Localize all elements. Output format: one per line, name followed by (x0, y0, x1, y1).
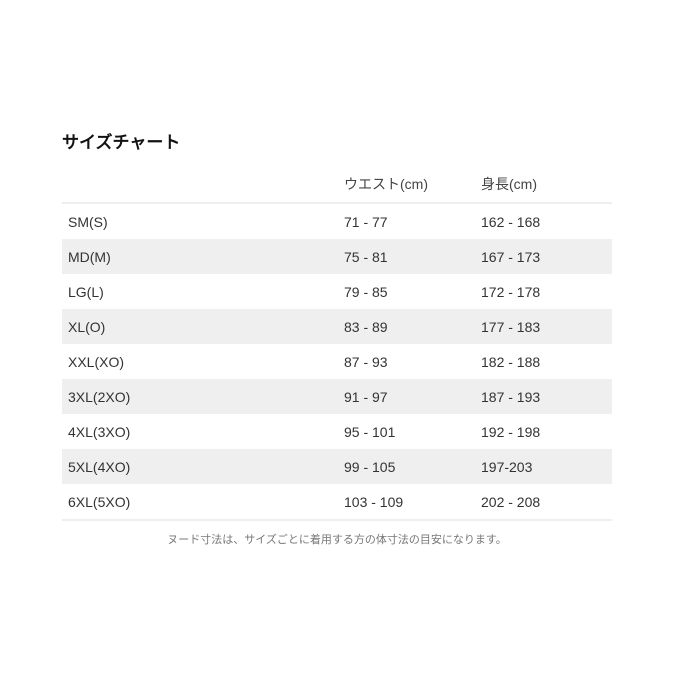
height-cell: 182 - 188 (481, 353, 541, 370)
height-cell: 202 - 208 (481, 493, 541, 510)
waist-cell: 87 - 93 (344, 353, 388, 370)
size-cell: 4XL(3XO) (68, 423, 131, 440)
table-row: SM(S) 71 - 77 162 - 168 (62, 204, 612, 239)
header-height: 身長(cm) (481, 175, 537, 192)
size-cell: 5XL(4XO) (68, 458, 131, 475)
table-row: XXL(XO) 87 - 93 182 - 188 (62, 344, 612, 379)
page-title: サイズチャート (62, 133, 181, 152)
waist-cell: 71 - 77 (344, 213, 388, 230)
height-cell: 177 - 183 (481, 318, 541, 335)
waist-cell: 91 - 97 (344, 388, 388, 405)
height-cell: 197-203 (481, 458, 533, 475)
table-row: 6XL(5XO) 103 - 109 202 - 208 (62, 484, 612, 521)
table-row: 5XL(4XO) 99 - 105 197-203 (62, 449, 612, 484)
waist-cell: 99 - 105 (344, 458, 396, 475)
height-cell: 172 - 178 (481, 283, 541, 300)
table-row: 4XL(3XO) 95 - 101 192 - 198 (62, 414, 612, 449)
footnote: ヌード寸法は、サイズごとに着用する方の体寸法の目安になります。 (167, 534, 507, 546)
header-waist: ウエスト(cm) (344, 175, 428, 192)
waist-cell: 103 - 109 (344, 493, 404, 510)
size-cell: 3XL(2XO) (68, 388, 131, 405)
size-cell: 6XL(5XO) (68, 493, 131, 510)
waist-cell: 79 - 85 (344, 283, 388, 300)
size-cell: XXL(XO) (68, 353, 125, 370)
table-row: LG(L) 79 - 85 172 - 178 (62, 274, 612, 309)
table-row: XL(O) 83 - 89 177 - 183 (62, 309, 612, 344)
height-cell: 192 - 198 (481, 423, 541, 440)
size-cell: XL(O) (68, 318, 106, 335)
size-cell: MD(M) (68, 248, 111, 265)
height-cell: 162 - 168 (481, 213, 541, 230)
waist-cell: 75 - 81 (344, 248, 388, 265)
table-row: MD(M) 75 - 81 167 - 173 (62, 239, 612, 274)
size-cell: SM(S) (68, 213, 108, 230)
waist-cell: 83 - 89 (344, 318, 388, 335)
size-cell: LG(L) (68, 283, 104, 300)
table-header: ウエスト(cm) 身長(cm) (62, 165, 612, 204)
height-cell: 187 - 193 (481, 388, 541, 405)
height-cell: 167 - 173 (481, 248, 541, 265)
table-row: 3XL(2XO) 91 - 97 187 - 193 (62, 379, 612, 414)
waist-cell: 95 - 101 (344, 423, 396, 440)
size-chart-table: ウエスト(cm) 身長(cm) SM(S) 71 - 77 162 - 168 MD(… (62, 165, 612, 521)
